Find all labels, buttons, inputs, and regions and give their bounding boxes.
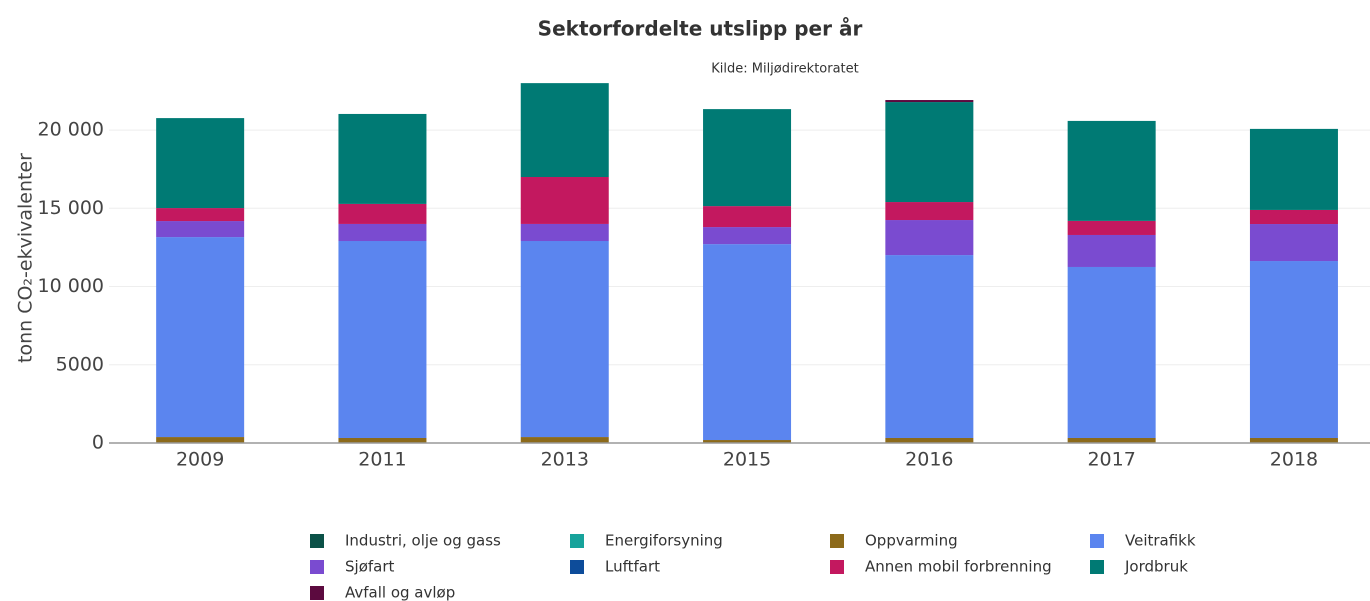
legend-label: Industri, olje og gass bbox=[345, 532, 501, 550]
legend-swatch bbox=[830, 560, 844, 574]
bar-segment bbox=[156, 221, 245, 238]
bar-segment bbox=[885, 102, 974, 203]
bar-segment bbox=[520, 177, 609, 224]
legend-label: Veitrafikk bbox=[1125, 532, 1196, 550]
bar-segment bbox=[703, 227, 792, 245]
bar-segment bbox=[520, 437, 609, 443]
x-tick-label: 2016 bbox=[905, 449, 953, 471]
bar-segment bbox=[156, 237, 245, 438]
bar-segment bbox=[338, 437, 427, 443]
bar-segment bbox=[703, 244, 792, 441]
legend-label: Luftfart bbox=[605, 558, 660, 576]
legend-label: Energiforsyning bbox=[605, 532, 723, 550]
y-tick-label: 10 000 bbox=[38, 275, 104, 297]
legend-swatch bbox=[1090, 560, 1104, 574]
legend-label: Sjøfart bbox=[345, 558, 395, 576]
legend-swatch bbox=[310, 560, 324, 574]
bar-segment bbox=[1249, 128, 1338, 210]
bar-segment bbox=[156, 208, 245, 222]
bar-segment bbox=[520, 83, 609, 178]
y-tick-label: 15 000 bbox=[38, 197, 104, 219]
x-tick-label: 2013 bbox=[541, 449, 589, 471]
legend-swatch bbox=[570, 560, 584, 574]
bar-segment bbox=[1249, 437, 1338, 443]
bar-segment bbox=[885, 202, 974, 221]
bar-segment bbox=[1067, 220, 1156, 235]
x-tick-label: 2009 bbox=[176, 449, 224, 471]
chart-title: Sektorfordelte utslipp per år bbox=[538, 17, 863, 41]
bar-segment bbox=[338, 203, 427, 224]
bar-segment bbox=[1067, 120, 1156, 221]
bar-segment bbox=[338, 241, 427, 438]
bar-segment bbox=[1249, 209, 1338, 225]
bar-segment bbox=[885, 255, 974, 438]
bar-segment bbox=[338, 113, 427, 204]
bar-segment bbox=[1067, 234, 1156, 267]
y-axis-label: tonn CO₂-ekvivalenter bbox=[15, 153, 37, 363]
legend-swatch bbox=[310, 534, 324, 548]
legend-swatch bbox=[310, 586, 324, 600]
y-tick-label: 20 000 bbox=[38, 119, 104, 141]
legend-label: Jordbruk bbox=[1124, 558, 1188, 576]
legend-swatch bbox=[830, 534, 844, 548]
legend-label: Avfall og avløp bbox=[345, 584, 455, 601]
bar-segment bbox=[1249, 261, 1338, 438]
bar-segment bbox=[1249, 224, 1338, 262]
x-tick-label: 2015 bbox=[723, 449, 771, 471]
bar-segment bbox=[885, 220, 974, 256]
y-tick-label: 0 bbox=[92, 432, 104, 454]
bar-segment bbox=[338, 223, 427, 242]
bar-segment bbox=[1067, 437, 1156, 443]
bar-segment bbox=[520, 241, 609, 438]
bar-segment bbox=[703, 109, 792, 207]
legend-label: Oppvarming bbox=[865, 532, 958, 550]
bar-segment bbox=[520, 223, 609, 242]
legend-label: Annen mobil forbrenning bbox=[865, 558, 1052, 576]
legend-swatch bbox=[570, 534, 584, 548]
chart-subtitle: Kilde: Miljødirektoratet bbox=[711, 62, 859, 77]
bar-segment bbox=[703, 440, 792, 443]
bar-segment bbox=[156, 437, 245, 443]
y-tick-label: 5000 bbox=[56, 353, 104, 375]
x-tick-label: 2018 bbox=[1270, 449, 1318, 471]
bar-segment bbox=[703, 206, 792, 228]
x-tick-label: 2011 bbox=[358, 449, 406, 471]
legend-swatch bbox=[1090, 534, 1104, 548]
x-tick-label: 2017 bbox=[1087, 449, 1135, 471]
bar-segment bbox=[885, 437, 974, 443]
bar-segment bbox=[1067, 266, 1156, 438]
bar-segment bbox=[156, 118, 245, 209]
bar-segment bbox=[885, 100, 974, 103]
